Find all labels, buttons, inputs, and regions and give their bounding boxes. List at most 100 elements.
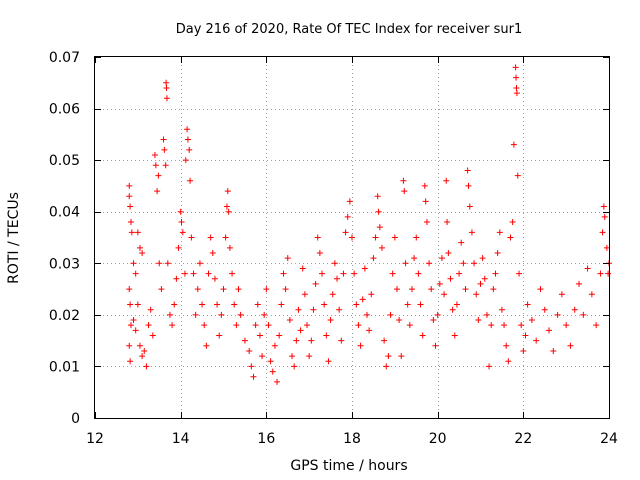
data-point (308, 337, 315, 344)
plot-frame (94, 56, 610, 419)
data-point (357, 342, 364, 349)
data-point (580, 311, 587, 318)
data-point (235, 286, 242, 293)
data-point (141, 347, 148, 354)
data-point (163, 84, 170, 91)
data-point (600, 203, 607, 210)
data-point (370, 255, 377, 262)
data-point (426, 260, 433, 267)
data-point (375, 208, 382, 215)
data-point (130, 260, 137, 267)
data-point (237, 311, 244, 318)
data-point (286, 317, 293, 324)
data-point (372, 234, 379, 241)
data-point (139, 249, 146, 256)
data-point (163, 79, 170, 86)
data-point (513, 90, 520, 97)
data-point (603, 244, 610, 251)
data-point (445, 249, 452, 256)
data-point (451, 332, 458, 339)
y-tick-label: 0.02 (49, 308, 80, 324)
data-point (199, 301, 206, 308)
data-point (533, 337, 540, 344)
data-point (507, 234, 514, 241)
data-point (233, 322, 240, 329)
data-point (404, 301, 411, 308)
data-point (182, 157, 189, 164)
data-point (381, 337, 388, 344)
data-point (428, 286, 435, 293)
data-point (205, 270, 212, 277)
x-tick-label: 18 (343, 431, 361, 447)
data-point (203, 342, 210, 349)
data-point (127, 203, 134, 210)
data-point (134, 301, 141, 308)
data-point (378, 244, 385, 251)
data-point (458, 239, 465, 246)
data-point (601, 213, 608, 220)
data-point (162, 162, 169, 169)
grid (95, 57, 609, 418)
data-point (522, 332, 529, 339)
data-point (453, 301, 460, 308)
data-point (402, 260, 409, 267)
data-point (396, 317, 403, 324)
data-point (471, 260, 478, 267)
data-point (248, 363, 255, 370)
data-point (447, 275, 454, 282)
data-point (267, 358, 274, 365)
data-point (169, 322, 176, 329)
data-point (231, 301, 238, 308)
data-point (444, 219, 451, 226)
data-point (501, 322, 508, 329)
data-point (368, 291, 375, 298)
data-point (510, 141, 517, 148)
data-point (359, 296, 366, 303)
data-point (488, 322, 495, 329)
data-point (299, 265, 306, 272)
data-point (599, 229, 606, 236)
data-point (473, 291, 480, 298)
data-point (449, 306, 456, 313)
data-point (190, 270, 197, 277)
data-point (334, 275, 341, 282)
data-point (479, 255, 486, 262)
data-point (387, 311, 394, 318)
data-point (139, 353, 146, 360)
data-point (222, 234, 229, 241)
data-point (282, 286, 289, 293)
data-point (160, 136, 167, 143)
data-point (588, 291, 595, 298)
data-point (503, 342, 510, 349)
data-point (537, 286, 544, 293)
data-point (163, 95, 170, 102)
data-point (164, 260, 171, 267)
data-point (419, 332, 426, 339)
data-point (194, 286, 201, 293)
data-point (177, 208, 184, 215)
data-point (355, 322, 362, 329)
data-point (329, 291, 336, 298)
data-point (269, 368, 276, 375)
data-point (436, 280, 443, 287)
data-point (216, 332, 223, 339)
data-point (528, 317, 535, 324)
data-point (310, 306, 317, 313)
data-point (391, 234, 398, 241)
data-point (166, 311, 173, 318)
data-point (220, 286, 227, 293)
data-point (301, 291, 308, 298)
data-point (314, 234, 321, 241)
data-point (145, 322, 152, 329)
data-point (567, 342, 574, 349)
data-point (280, 270, 287, 277)
data-point (351, 270, 358, 277)
data-point (323, 332, 330, 339)
data-point (316, 249, 323, 256)
data-point (271, 342, 278, 349)
data-point (546, 327, 553, 334)
data-point (218, 311, 225, 318)
data-point (143, 363, 150, 370)
y-tick-label: 0.07 (49, 50, 80, 66)
data-point (331, 260, 338, 267)
